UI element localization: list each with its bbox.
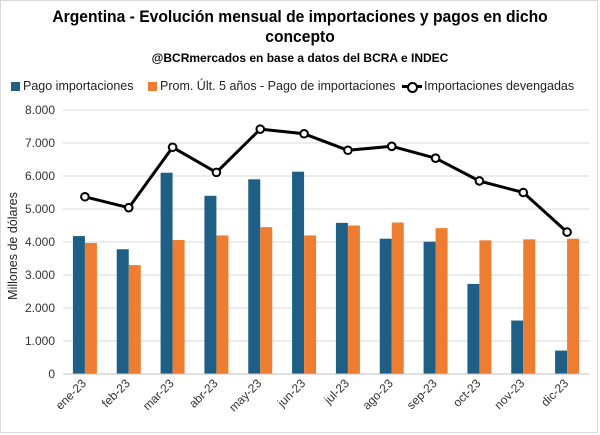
line-importaciones-devengadas: [84, 127, 569, 234]
y-tick-label: 4.000: [25, 235, 55, 249]
bar-promedio-5-anios: [216, 235, 229, 374]
bar-pago-importaciones: [511, 320, 524, 374]
point-importaciones-devengadas: [430, 153, 441, 163]
bar-pago-importaciones: [292, 171, 305, 374]
y-tick-label: 5.000: [25, 202, 55, 216]
x-tick-label: oct-23: [450, 376, 484, 410]
bar-pago-importaciones: [555, 350, 568, 374]
bar-promedio-5-anios: [347, 225, 360, 374]
y-axis-label: Millones de dólares: [6, 192, 20, 300]
legend-swatch-promedio: [148, 81, 157, 91]
point-importaciones-devengadas: [211, 167, 222, 178]
chart-legend: Pago importaciones Prom. Últ. 5 años - P…: [1, 79, 599, 95]
point-importaciones-devengadas: [299, 128, 309, 139]
legend-item-promedio: Prom. Últ. 5 años - Pago de importacione…: [148, 79, 396, 93]
bar-pago-importaciones: [335, 222, 348, 374]
legend-label-promedio: Prom. Últ. 5 años - Pago de importacione…: [160, 79, 396, 93]
x-tick-label: jul-23: [321, 376, 353, 408]
legend-item-pago-importaciones: Pago importaciones: [11, 79, 133, 93]
y-tick-label: 2.000: [25, 301, 55, 315]
bar-promedio-5-anios: [567, 238, 580, 374]
point-importaciones-devengadas: [518, 187, 529, 198]
bar-promedio-5-anios: [128, 265, 141, 374]
x-tick-label: dic-23: [538, 376, 571, 409]
bar-pago-importaciones: [248, 179, 261, 374]
y-tick-label: 6.000: [25, 169, 55, 183]
bar-pago-importaciones: [116, 249, 129, 374]
x-tick-label: sep-23: [404, 376, 440, 412]
y-tick-label: 1.000: [25, 334, 55, 348]
legend-item-devengadas: Importaciones devengadas: [402, 79, 574, 93]
x-tick-label: ene-23: [53, 376, 90, 413]
chart-subtitle: @BCRmercados en base a datos del BCRA e …: [151, 51, 449, 65]
x-tick-label: jun-23: [274, 376, 308, 410]
point-importaciones-devengadas: [386, 141, 397, 152]
legend-label-pago: Pago importaciones: [23, 79, 134, 93]
x-tick-label: ago-23: [360, 376, 397, 413]
x-tick-label: feb-23: [99, 376, 133, 410]
y-tick-label: 3.000: [25, 268, 55, 282]
x-tick-label: may-23: [226, 376, 264, 414]
point-importaciones-devengadas: [343, 145, 353, 156]
y-tick-label: 7.000: [25, 136, 55, 150]
bar-pago-importaciones: [423, 241, 436, 374]
bar-promedio-5-anios: [260, 227, 273, 374]
legend-label-devengadas: Importaciones devengadas: [424, 79, 575, 93]
legend-swatch-pago: [11, 81, 20, 91]
point-importaciones-devengadas: [167, 142, 178, 153]
bar-promedio-5-anios: [523, 239, 536, 374]
chart-title: Argentina - Evolución mensual de importa…: [52, 7, 548, 46]
point-importaciones-devengadas: [562, 227, 572, 237]
bar-promedio-5-anios: [172, 240, 185, 374]
bar-promedio-5-anios: [391, 222, 404, 374]
bar-pago-importaciones: [204, 195, 217, 374]
point-importaciones-devengadas: [123, 202, 134, 213]
y-tick-label: 0: [48, 367, 55, 381]
bar-promedio-5-anios: [304, 235, 317, 374]
bar-promedio-5-anios: [84, 242, 97, 374]
bar-promedio-5-anios: [435, 228, 448, 374]
bar-pago-importaciones: [72, 236, 85, 374]
point-importaciones-devengadas: [255, 124, 266, 134]
point-importaciones-devengadas: [474, 176, 485, 186]
x-tick-label: mar-23: [140, 376, 177, 413]
x-tick-label: abr-23: [186, 376, 221, 411]
bar-promedio-5-anios: [479, 240, 492, 374]
bar-pago-importaciones: [467, 283, 480, 374]
x-tick-label: nov-23: [492, 376, 528, 412]
legend-line-marker-icon: [402, 80, 422, 93]
bar-pago-importaciones: [379, 238, 392, 374]
point-importaciones-devengadas: [80, 191, 90, 202]
bar-pago-importaciones: [160, 172, 173, 374]
y-tick-label: 8.000: [25, 103, 55, 117]
